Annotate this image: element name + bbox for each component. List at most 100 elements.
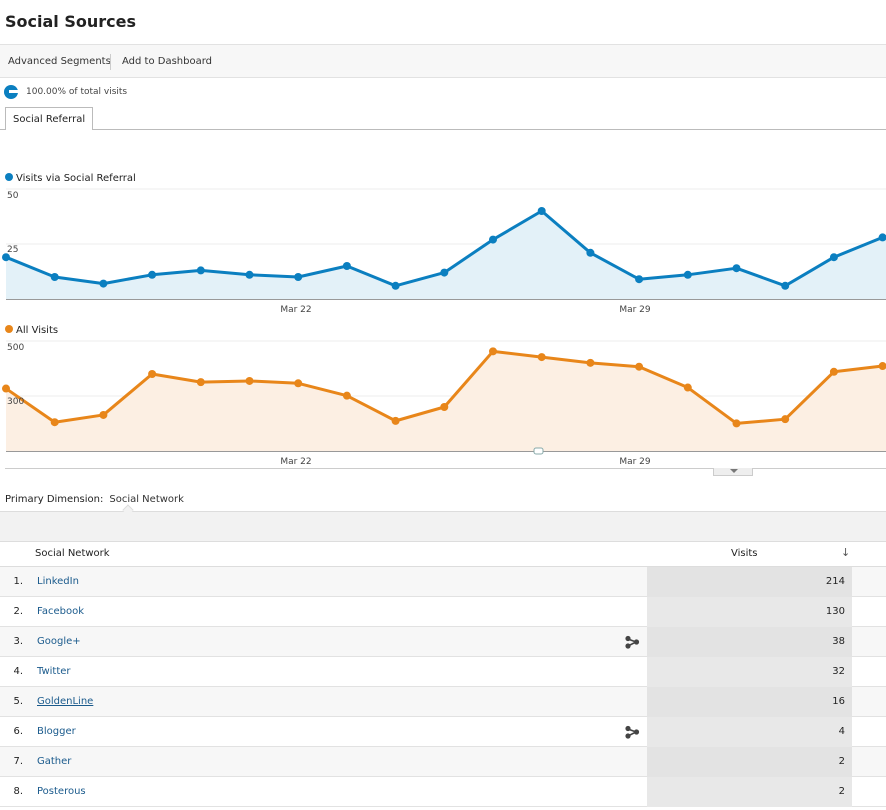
table-filter-bar bbox=[0, 511, 886, 542]
x-tick-label: Mar 22 bbox=[280, 457, 311, 467]
data-point[interactable] bbox=[2, 253, 10, 262]
column-header-social-network[interactable]: Social Network bbox=[35, 548, 110, 559]
add-to-dashboard-button[interactable]: Add to Dashboard bbox=[122, 56, 213, 67]
data-point[interactable] bbox=[878, 233, 886, 242]
chart2-legend[interactable]: All Visits bbox=[5, 325, 58, 336]
row-network-link[interactable]: Gather bbox=[37, 756, 72, 767]
data-point[interactable] bbox=[148, 270, 157, 279]
row-visits-value: 4 bbox=[838, 726, 845, 737]
data-point[interactable] bbox=[537, 207, 546, 215]
row-rank: 6. bbox=[13, 726, 23, 737]
tab-social-referral[interactable]: Social Referral bbox=[5, 107, 93, 130]
data-point[interactable] bbox=[342, 391, 351, 400]
data-point[interactable] bbox=[829, 253, 838, 262]
row-visits-cell bbox=[647, 687, 852, 717]
row-rank: 7. bbox=[13, 756, 23, 767]
row-rank: 4. bbox=[13, 666, 23, 677]
row-visits-cell bbox=[647, 567, 852, 597]
row-visits-value: 2 bbox=[838, 756, 845, 767]
row-rank: 3. bbox=[13, 636, 23, 647]
series-area bbox=[6, 211, 886, 299]
row-visits-value: 130 bbox=[825, 606, 845, 617]
data-point[interactable] bbox=[489, 235, 497, 244]
legend-dot-icon bbox=[5, 173, 13, 181]
data-point[interactable] bbox=[635, 362, 644, 371]
data-point[interactable] bbox=[635, 275, 644, 284]
data-point[interactable] bbox=[294, 273, 303, 281]
series-line bbox=[5, 209, 886, 288]
data-point[interactable] bbox=[99, 279, 108, 288]
row-visits-cell bbox=[647, 597, 852, 627]
data-point[interactable] bbox=[829, 367, 838, 376]
x-tick-label: Mar 22 bbox=[280, 305, 311, 315]
data-point[interactable] bbox=[391, 281, 400, 290]
row-rank: 2. bbox=[13, 606, 23, 617]
row-visits-cell bbox=[647, 717, 852, 747]
data-point[interactable] bbox=[294, 379, 303, 388]
data-point[interactable] bbox=[683, 270, 692, 279]
data-point[interactable] bbox=[683, 383, 692, 392]
data-point[interactable] bbox=[440, 403, 449, 411]
range-slider-handle[interactable] bbox=[533, 447, 544, 455]
toolbar: Advanced Segments Add to Dashboard bbox=[0, 44, 886, 78]
table-row: 2. Facebook 130 bbox=[0, 597, 886, 627]
row-network-link[interactable]: Twitter bbox=[37, 666, 71, 677]
data-point[interactable] bbox=[781, 281, 790, 290]
advanced-segments-button[interactable]: Advanced Segments bbox=[8, 56, 111, 67]
social-referral-chart[interactable]: 50 25 Mar 22 Mar 29 bbox=[0, 185, 886, 315]
y-tick-label: 500 bbox=[7, 343, 24, 353]
tab-underline bbox=[0, 129, 886, 130]
data-point[interactable] bbox=[781, 415, 790, 424]
data-point[interactable] bbox=[196, 378, 205, 387]
row-network-link[interactable]: Posterous bbox=[37, 786, 86, 797]
primary-dimension-social-network[interactable]: Social Network bbox=[109, 494, 184, 505]
data-point[interactable] bbox=[148, 370, 157, 378]
row-rank: 5. bbox=[13, 696, 23, 707]
data-point[interactable] bbox=[2, 384, 10, 393]
data-point[interactable] bbox=[440, 268, 449, 277]
data-point[interactable] bbox=[245, 376, 254, 385]
data-point[interactable] bbox=[196, 266, 205, 275]
data-point[interactable] bbox=[50, 273, 59, 281]
data-point[interactable] bbox=[537, 353, 546, 362]
sort-descending-icon[interactable]: ↓ bbox=[841, 546, 851, 559]
row-network-link[interactable]: GoldenLine bbox=[37, 696, 94, 707]
table-row: 6. Blogger 4 bbox=[0, 717, 886, 747]
page-title: Social Sources bbox=[5, 12, 136, 31]
data-point[interactable] bbox=[342, 262, 351, 270]
data-point[interactable] bbox=[586, 248, 595, 257]
row-visits-cell bbox=[647, 777, 852, 807]
table-row: 5. GoldenLine 16 bbox=[0, 687, 886, 717]
share-graph-icon[interactable] bbox=[624, 634, 640, 650]
row-network-link[interactable]: Blogger bbox=[37, 726, 76, 737]
y-tick-label: 25 bbox=[7, 245, 18, 255]
legend-dot-icon bbox=[5, 325, 13, 333]
data-point[interactable] bbox=[878, 362, 886, 371]
data-point[interactable] bbox=[732, 264, 741, 273]
all-visits-chart[interactable]: 500 300 Mar 22 Mar 29 bbox=[0, 337, 886, 472]
row-network-link[interactable]: LinkedIn bbox=[37, 576, 79, 587]
row-network-link[interactable]: Facebook bbox=[37, 606, 84, 617]
x-tick-label: Mar 29 bbox=[619, 305, 651, 315]
row-visits-cell bbox=[647, 627, 852, 657]
y-tick-label: 50 bbox=[7, 191, 19, 201]
data-point[interactable] bbox=[391, 416, 400, 425]
data-point[interactable] bbox=[50, 418, 59, 427]
row-visits-cell bbox=[647, 747, 852, 777]
series-line bbox=[5, 349, 886, 425]
data-point[interactable] bbox=[489, 347, 497, 356]
table-row: 8. Posterous 2 bbox=[0, 777, 886, 807]
row-visits-cell bbox=[647, 657, 852, 687]
chart-collapse-handle[interactable] bbox=[713, 468, 753, 476]
data-point[interactable] bbox=[732, 419, 741, 428]
row-network-link[interactable]: Google+ bbox=[37, 636, 81, 647]
table-header: Social Network Visits ↓ bbox=[0, 542, 886, 567]
data-point[interactable] bbox=[99, 410, 108, 419]
data-point[interactable] bbox=[586, 358, 595, 367]
row-rank: 1. bbox=[13, 576, 23, 587]
column-header-visits[interactable]: Visits bbox=[731, 548, 758, 559]
data-point[interactable] bbox=[245, 270, 254, 279]
share-graph-icon[interactable] bbox=[624, 724, 640, 740]
chart1-legend[interactable]: Visits via Social Referral bbox=[5, 173, 136, 184]
table-row: 7. Gather 2 bbox=[0, 747, 886, 777]
